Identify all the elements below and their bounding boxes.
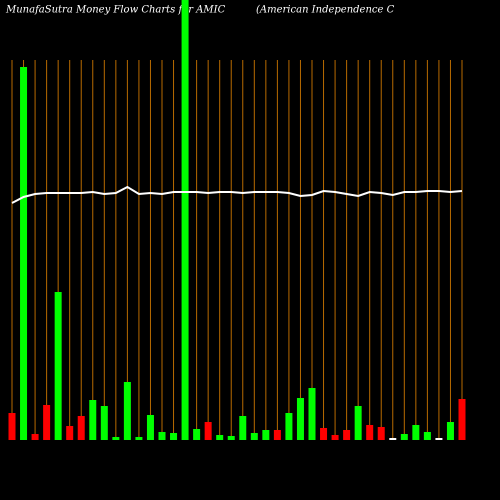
bar xyxy=(31,434,39,440)
bar xyxy=(400,434,408,440)
bar xyxy=(308,388,316,440)
money-flow-line xyxy=(11,185,463,204)
bar xyxy=(366,425,374,440)
bar xyxy=(458,399,466,440)
bar xyxy=(296,398,304,440)
bar xyxy=(66,426,74,440)
bar xyxy=(285,413,293,440)
bar xyxy=(77,416,85,440)
bar xyxy=(89,400,97,440)
bar xyxy=(112,437,120,440)
bar xyxy=(20,67,28,440)
bar xyxy=(239,416,247,440)
chart-subtitle: (American Independence C xyxy=(256,5,395,16)
bar xyxy=(123,382,131,440)
bar xyxy=(354,406,362,440)
bar xyxy=(273,430,281,440)
bar xyxy=(389,438,397,440)
bar xyxy=(43,405,51,440)
bar xyxy=(435,438,443,440)
bar xyxy=(262,430,270,440)
bar xyxy=(250,433,258,440)
bar xyxy=(100,406,108,440)
bar xyxy=(204,422,212,440)
bar xyxy=(412,425,420,440)
bar xyxy=(158,432,166,440)
bar xyxy=(423,432,431,440)
bar xyxy=(8,413,16,440)
chart-title: MunafaSutra Money Flow Charts for AMIC xyxy=(5,5,226,16)
bar xyxy=(320,428,328,440)
bar xyxy=(343,430,351,440)
bar xyxy=(227,436,235,440)
bar xyxy=(446,422,454,440)
bar xyxy=(216,435,224,440)
bar xyxy=(135,437,143,440)
bar xyxy=(377,427,385,440)
bar xyxy=(146,415,154,440)
bar xyxy=(181,0,189,440)
bar xyxy=(170,433,178,440)
bar xyxy=(331,435,339,440)
bar xyxy=(193,429,201,440)
bar xyxy=(54,292,62,440)
